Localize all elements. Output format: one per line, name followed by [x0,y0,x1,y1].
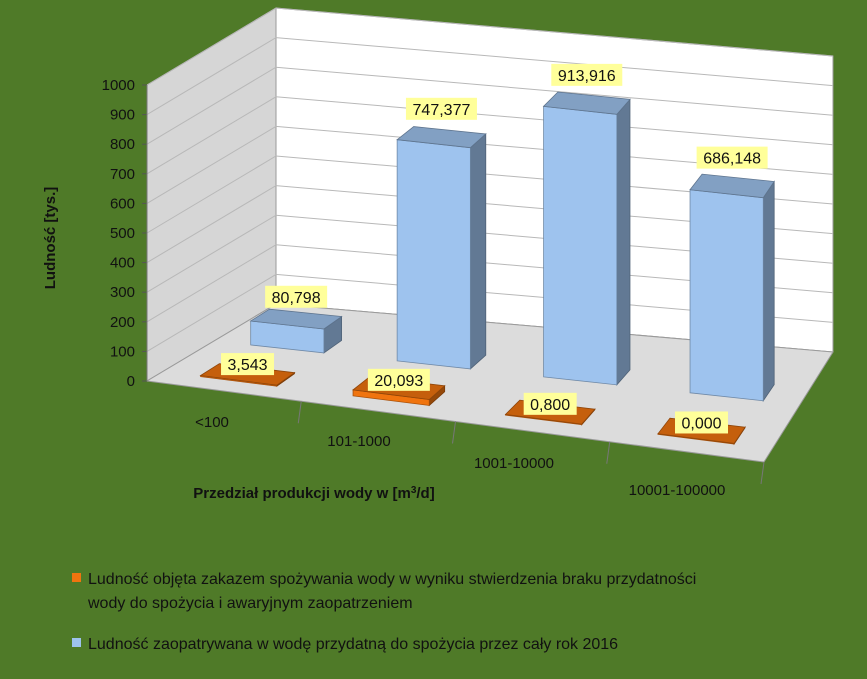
data-label-bg [523,392,577,415]
bars [199,91,775,446]
data-label-bg [367,368,430,391]
y-tick-label: 0 [127,373,135,390]
legend-label: wody do spożycia i awaryjnym zaopatrzeni… [87,595,413,612]
x-tick-label: 101-1000 [327,433,390,450]
gridline [146,37,834,116]
gridline [146,214,834,293]
data-label-bg [675,411,729,434]
bar-front-face [396,139,471,370]
x-axis-title-main: Przedział produkcji wody w [m [193,485,411,502]
bar-blue [689,173,775,403]
gridline [146,185,834,264]
x-tick-mark [297,401,302,424]
data-label-bg [405,97,477,120]
data-label-text: 3,543 [228,357,268,374]
legend-swatch [72,638,81,647]
data-label-text: 686,148 [703,151,761,168]
bar-front-face [543,105,618,386]
data-label: 80,798 [265,285,328,308]
x-axis-title-tail: /d] [416,485,434,502]
bar-blue [396,126,487,370]
gridline [146,96,834,175]
x-axis-title: Przedział produkcji wody w [m3/d] [193,485,434,503]
gridline [146,125,834,204]
data-labels: 80,798 747,377 913,916 686,148 3,543 20,093 0,… [221,63,768,434]
y-tick-label: 800 [110,136,135,153]
legend-entry: Ludność zaopatrywana w wodę przydatną do… [72,636,618,653]
bar-blue [542,91,631,386]
data-label-bg [265,285,328,308]
x-tick-label: 10001-100000 [629,482,726,499]
data-label: 3,543 [221,353,275,376]
y-tick-label: 500 [110,225,135,242]
gridline [146,66,834,145]
legend-label: Ludność zaopatrywana w wodę przydatną do… [88,636,618,653]
gridline [146,244,834,323]
legend: Ludność objęta zakazem spożywania wody w… [72,571,696,653]
data-label-text: 913,916 [558,68,616,85]
bar-top-face [542,91,631,115]
data-label: 747,377 [405,97,477,120]
x-tick-label: 1001-10000 [474,455,554,472]
bar-front-face [689,189,764,402]
y-tick-label: 300 [110,284,135,301]
x-tick-mark [760,461,765,485]
x-axis-title-sup: 3 [411,485,417,496]
bar-blue [249,308,343,354]
gridline [146,273,834,352]
data-label-text: 0,800 [530,397,570,414]
data-label: 0,800 [523,392,577,415]
y-tick-label: 900 [110,107,135,124]
x-tick-mark [452,421,456,444]
y-tick-label: 400 [110,255,135,272]
bar-top-face [689,173,775,199]
x-tick-mark [606,441,611,464]
data-label-bg [221,353,275,376]
data-label-text: 80,798 [272,290,321,307]
data-label: 20,093 [367,368,430,391]
bar-top-face [249,308,343,330]
data-label-text: 20,093 [374,373,423,390]
gridline [146,155,834,234]
y-tick-label: 200 [110,314,135,331]
y-tick-label: 700 [110,166,135,183]
axes: Ludność [tys.] Przedział produkcji wody … [42,77,765,503]
bar-top-face [396,126,487,149]
gridline [146,7,834,86]
data-label: 913,916 [551,63,623,86]
bar-side-face [762,180,775,403]
y-axis-title: Ludność [tys.] [42,187,59,290]
y-tick-label: 600 [110,195,135,212]
data-label-text: 0,000 [681,415,721,432]
data-label-bg [696,146,768,169]
data-label-bg [551,63,623,86]
x-tick-label: <100 [195,414,229,431]
data-label: 686,148 [696,146,768,169]
bar-side-face [469,133,487,370]
y-tick-label: 1000 [102,77,135,94]
y-tick-label: 100 [110,343,135,360]
legend-entry: Ludność objęta zakazem spożywania wody w… [72,571,696,612]
legend-swatch [72,573,81,582]
bar-side-face [616,98,631,386]
data-label: 0,000 [675,411,729,434]
data-label-text: 747,377 [413,102,471,119]
legend-label: Ludność objęta zakazem spożywania wody w… [88,571,696,588]
